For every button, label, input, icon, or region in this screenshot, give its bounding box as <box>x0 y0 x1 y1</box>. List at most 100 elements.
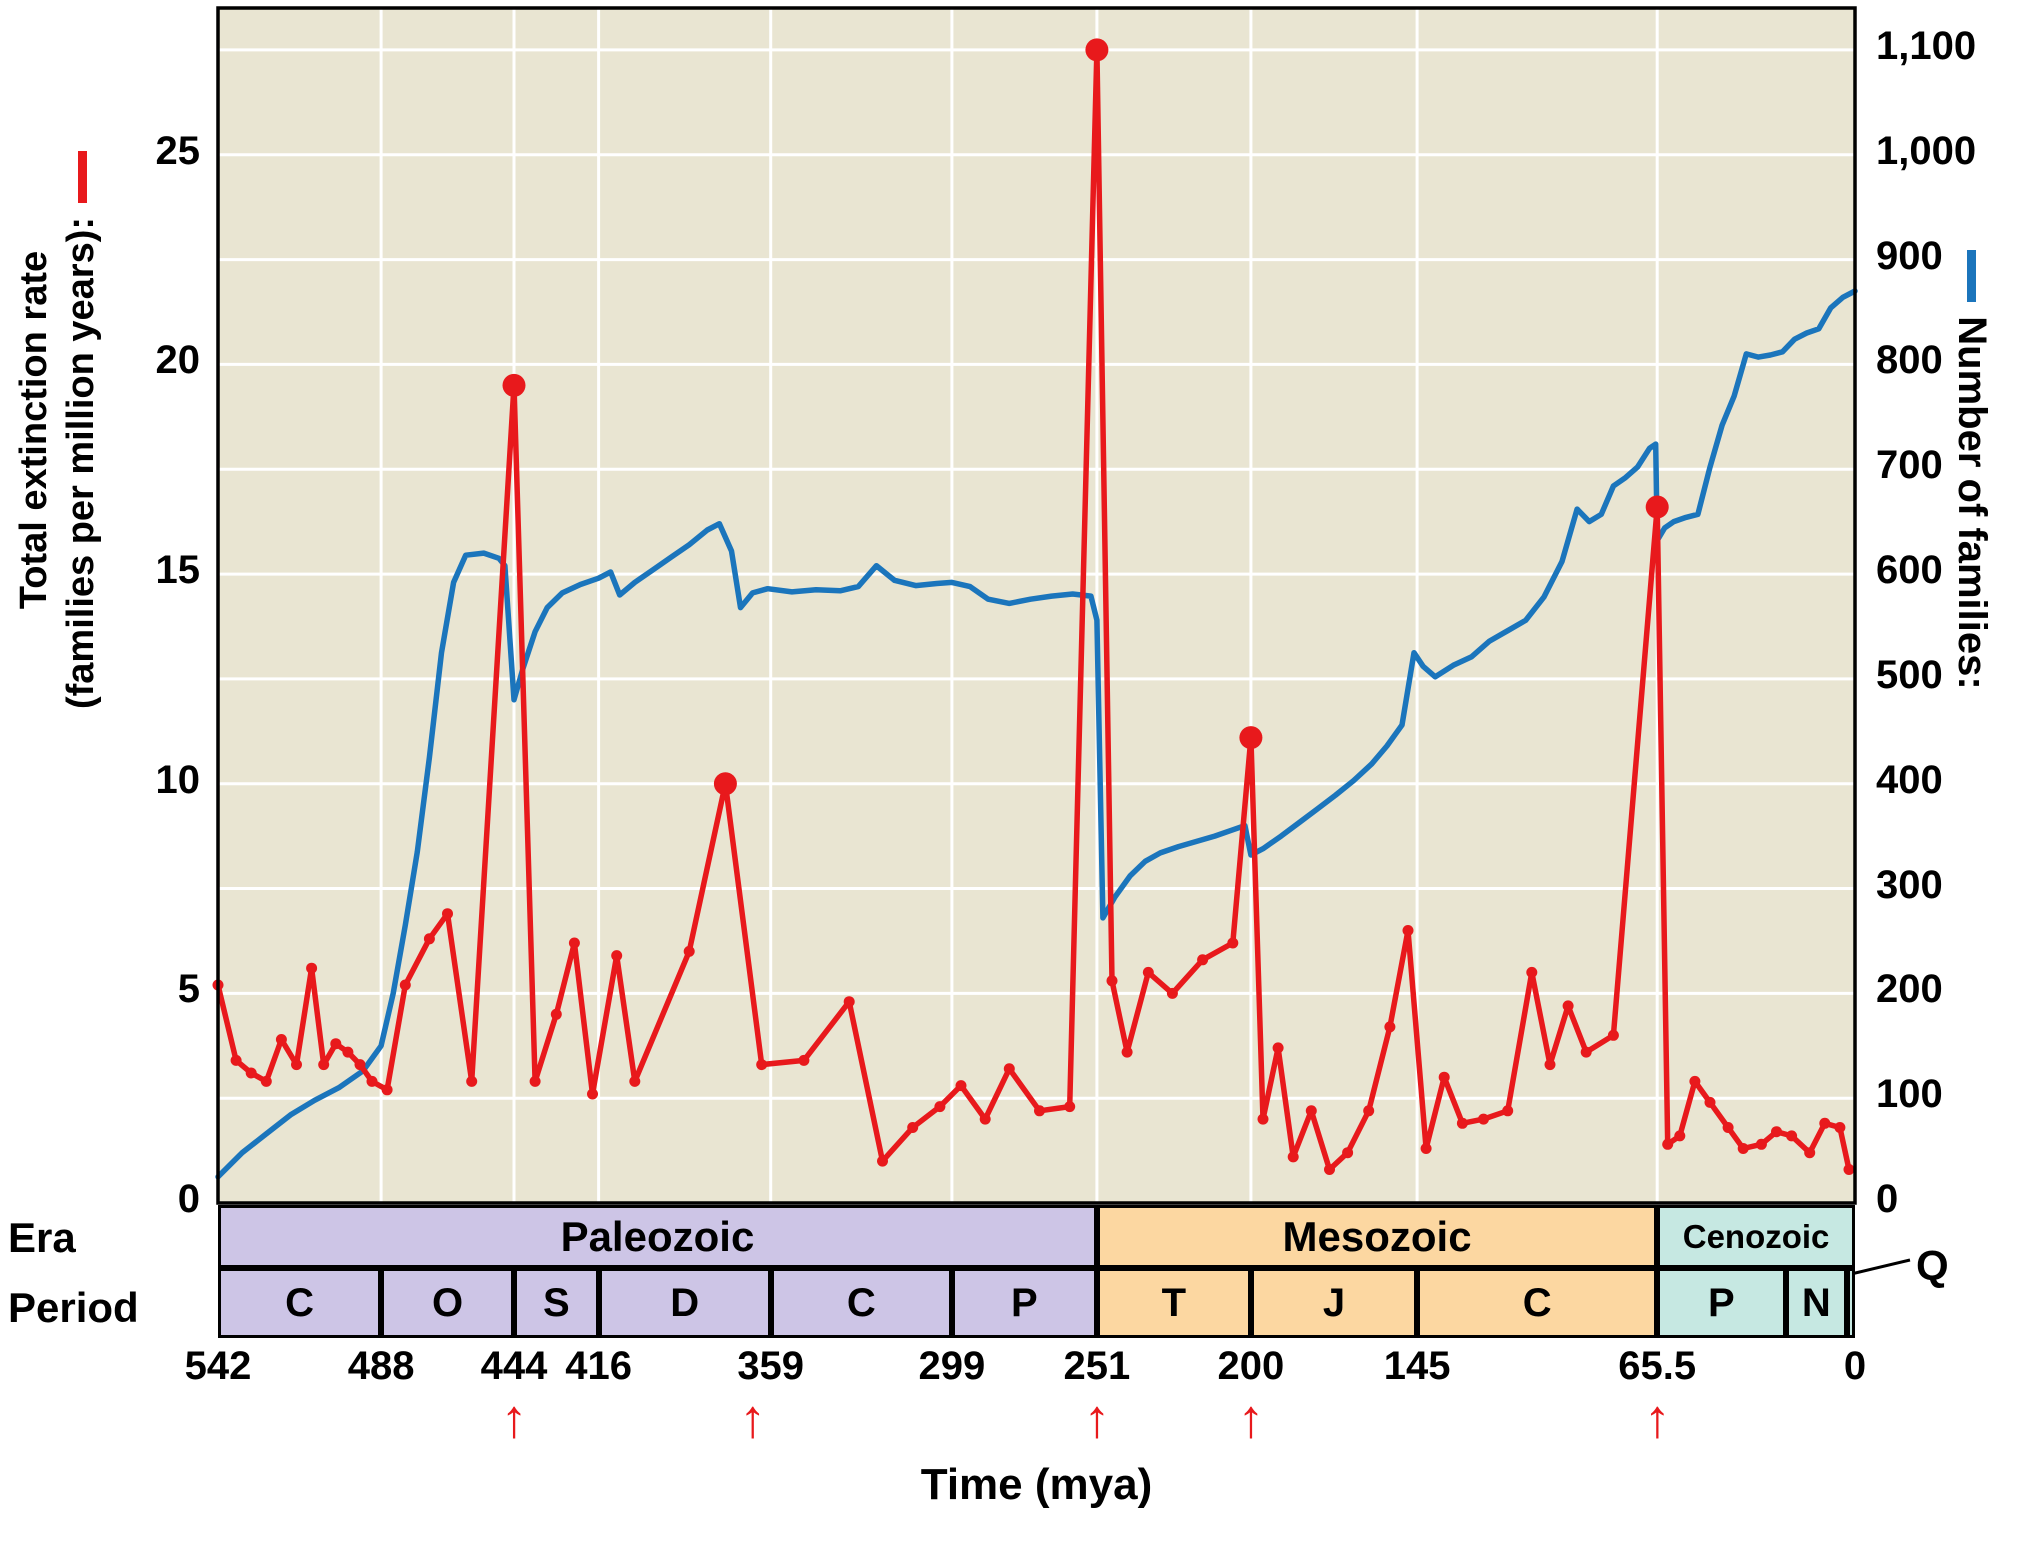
extinction-rate-point <box>611 950 623 962</box>
x-axis-tick-label: 359 <box>737 1344 805 1388</box>
mass-extinction-arrow-icon: ↑ <box>1643 1389 1671 1449</box>
extinction-rate-point <box>877 1155 888 1167</box>
extinction-rate-point <box>1526 966 1538 978</box>
extinction-rate-series-line <box>215 47 1852 1173</box>
period-row-header: Period <box>8 1284 139 1331</box>
right-axis-tick-label: 200 <box>1876 967 1943 1012</box>
extinction-rate-point <box>629 1075 641 1087</box>
extinction-rate-point <box>230 1054 242 1066</box>
extinction-rate-point <box>955 1080 967 1092</box>
extinction-rate-point <box>979 1113 991 1125</box>
extinction-rate-point <box>1287 1151 1299 1163</box>
mass-extinction-arrow-icon: ↑ <box>500 1389 528 1449</box>
x-axis-title: Time (mya) <box>920 1460 1153 1509</box>
extinction-rate-point <box>1662 1138 1674 1150</box>
extinction-rate-point <box>1674 1130 1686 1142</box>
extinction-rate-point <box>843 996 855 1008</box>
extinction-rate-point <box>907 1122 919 1133</box>
period-band-d: D <box>598 1268 771 1338</box>
extinction-rate-point <box>381 1084 393 1096</box>
extinction-rate-point <box>1722 1122 1734 1133</box>
left-axis-tick-label: 15 <box>155 548 201 593</box>
extinction-rate-point <box>1580 1046 1592 1058</box>
extinction-rate-series-key-icon <box>78 150 88 203</box>
period-band-p: P <box>1657 1268 1786 1338</box>
x-axis-tick-label: 416 <box>565 1344 632 1388</box>
x-axis-tick-label: 251 <box>1063 1344 1131 1388</box>
period-band-q <box>1847 1268 1855 1338</box>
era-row-header: Era <box>8 1214 76 1261</box>
extinction-rate-point <box>442 908 453 920</box>
right-axis-tick-label: 500 <box>1876 652 1943 697</box>
period-band-j: J <box>1250 1268 1417 1338</box>
extinction-rate-point <box>318 1059 330 1071</box>
mass-extinction-peak-dot <box>1085 38 1109 62</box>
era-band-paleozoic: Paleozoic <box>218 1205 1097 1268</box>
extinction-rate-point <box>245 1067 257 1079</box>
period-band-o: O <box>381 1268 514 1338</box>
mass-extinction-arrow-icon: ↑ <box>1237 1389 1265 1449</box>
extinction-rate-point <box>330 1038 342 1050</box>
period-band-t: T <box>1096 1268 1251 1338</box>
extinction-rate-point <box>1456 1117 1468 1129</box>
extinction-rate-point <box>587 1088 598 1100</box>
extinction-rate-point <box>1142 966 1154 978</box>
extinction-rate-point <box>798 1054 810 1066</box>
extinction-rate-point <box>1305 1105 1317 1117</box>
period-band-s: S <box>514 1268 599 1338</box>
period-band-p: P <box>951 1268 1097 1338</box>
era-band-cenozoic: Cenozoic <box>1657 1205 1855 1268</box>
extinction-rate-point <box>1804 1147 1816 1159</box>
period-band-c: C <box>218 1268 382 1338</box>
left-axis-title-line1: Total extinction rate <box>12 250 55 610</box>
extinction-rate-point <box>1704 1096 1716 1108</box>
extinction-rate-point <box>1227 937 1239 949</box>
extinction-rate-point <box>1342 1147 1354 1159</box>
extinction-rate-point <box>1272 1042 1284 1054</box>
extinction-rate-point <box>342 1046 354 1058</box>
extinction-rate-point <box>1502 1105 1514 1117</box>
right-axis-tick-label: 300 <box>1876 862 1943 907</box>
x-axis-tick-label: 200 <box>1217 1344 1285 1388</box>
extinction-rate-point <box>1003 1063 1015 1075</box>
extinction-rate-point <box>1034 1105 1045 1117</box>
plot-border <box>216 6 1857 1205</box>
left-axis-tick-label: 0 <box>177 1177 200 1221</box>
extinction-rate-point <box>1166 987 1178 999</box>
left-axis-tick-label: 10 <box>155 757 201 802</box>
extinction-rate-point <box>1562 1000 1574 1012</box>
extinction-rate-point <box>550 1008 562 1020</box>
extinction-rate-point <box>1064 1101 1076 1113</box>
extinction-rate-point <box>1843 1164 1855 1175</box>
extinction-rate-point <box>756 1059 768 1071</box>
extinction-rate-point <box>568 937 580 949</box>
x-axis-tick-label: 488 <box>347 1344 415 1388</box>
extinction-rate-point <box>1737 1143 1749 1154</box>
quaternary-period-label: Q <box>1916 1242 1949 1289</box>
left-axis-title: Total extinction rate (families per mill… <box>3 110 113 750</box>
left-axis-tick-label: 20 <box>155 338 201 383</box>
mass-extinction-peak-dot <box>1645 495 1669 519</box>
x-axis-tick-label: 299 <box>918 1344 986 1388</box>
right-axis-tick-label: 1,000 <box>1876 128 1977 173</box>
mass-extinction-peak-dot <box>502 373 526 397</box>
extinction-rate-point <box>1786 1130 1798 1142</box>
right-axis-tick-label: 800 <box>1876 338 1943 383</box>
extinction-rate-point <box>1819 1117 1831 1129</box>
extinction-rate-point <box>1106 975 1118 987</box>
x-axis-tick-label: 0 <box>1843 1344 1867 1388</box>
extinction-rate-point <box>260 1075 272 1087</box>
extinction-rate-point <box>1121 1046 1133 1058</box>
era-band-mesozoic: Mesozoic <box>1096 1205 1658 1268</box>
extinction-rate-point <box>275 1034 287 1045</box>
extinction-rate-point <box>1544 1059 1556 1071</box>
left-axis-title-line2-text: (families per million years): <box>60 216 102 710</box>
q-callout-line <box>1850 1258 1911 1276</box>
extinction-rate-point <box>1384 1021 1396 1033</box>
extinction-rate-point <box>1197 954 1209 966</box>
extinction-rate-point <box>683 945 695 957</box>
extinction-rate-point <box>291 1059 302 1071</box>
